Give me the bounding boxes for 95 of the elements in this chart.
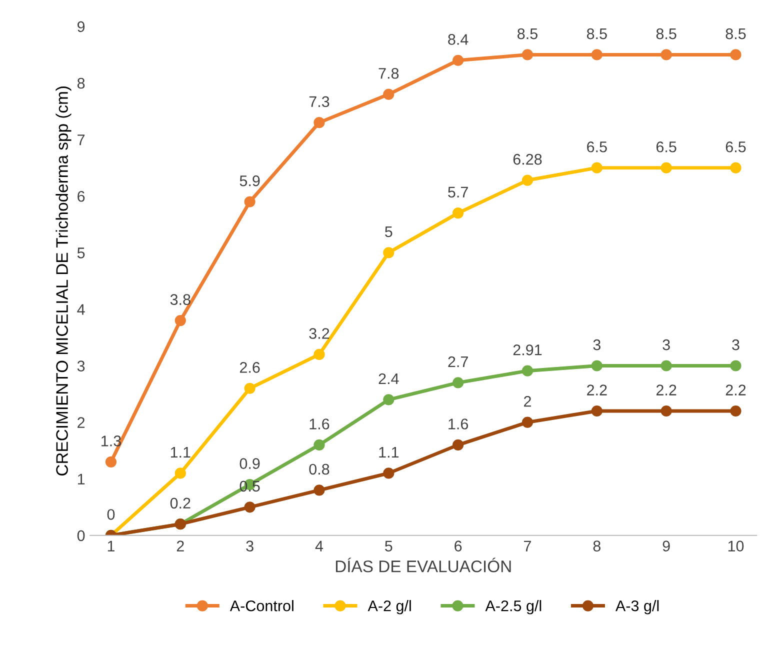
data-label: 8.5 [518, 28, 538, 40]
data-label: 3 [732, 339, 740, 350]
data-label: 2.91 [513, 344, 542, 356]
x-tick-label: 1 [108, 540, 114, 552]
x-tick-label: 8 [593, 540, 600, 552]
point [244, 196, 256, 208]
x-tick-label: 10 [728, 540, 744, 552]
x-tick-label: 3 [246, 540, 254, 552]
point [591, 49, 602, 60]
data-label: 2.2 [726, 384, 746, 396]
point [383, 468, 394, 479]
point [244, 502, 256, 513]
data-label: 6.28 [513, 154, 542, 165]
data-label: 3.2 [309, 328, 330, 339]
point [591, 405, 602, 417]
data-label: 8.5 [586, 28, 607, 40]
data-label: 3 [593, 339, 600, 350]
data-label: 8.4 [448, 34, 468, 45]
data-label: 6.5 [726, 141, 746, 152]
data-label: 7.8 [378, 68, 399, 79]
point [660, 405, 672, 417]
data-label: 2.7 [448, 356, 468, 368]
y-tick-label: 1 [78, 474, 85, 484]
y-tick-label: 2 [78, 417, 85, 428]
data-label: 1.6 [310, 418, 330, 430]
point [522, 365, 534, 376]
point [660, 162, 672, 174]
y-axis-title: CRECIMIENTO MICELIAL DE Trichoderma spp (cm) [56, 86, 72, 476]
point [522, 174, 534, 186]
x-tick-label: 6 [454, 540, 462, 552]
point [452, 377, 464, 388]
point [730, 49, 742, 60]
legend-label: A-2 g/l [368, 600, 411, 614]
y-tick-label: 0 [77, 530, 85, 542]
point [314, 348, 325, 360]
data-label: 8.5 [656, 28, 676, 40]
data-label: 2.2 [587, 384, 607, 396]
data-label: 0.2 [170, 498, 190, 509]
point [314, 439, 325, 450]
x-tick-label: 9 [662, 540, 670, 552]
point [730, 405, 742, 417]
y-tick-label: 9 [78, 21, 85, 32]
data-label: 5.7 [448, 186, 468, 198]
point [660, 360, 672, 372]
point [591, 162, 602, 174]
point [314, 117, 325, 128]
point [452, 208, 464, 219]
legend-label: A-2.5 g/l [485, 600, 542, 614]
point [383, 247, 394, 258]
y-tick-label: 6 [78, 190, 85, 202]
point [452, 54, 464, 66]
data-label: 6.5 [656, 141, 676, 152]
data-label: 1.6 [448, 418, 468, 430]
data-label: 1.1 [170, 447, 190, 458]
data-label: 5.9 [240, 175, 260, 186]
data-label: 1.1 [379, 447, 399, 458]
point [730, 162, 742, 174]
point [522, 416, 534, 428]
point [174, 314, 186, 326]
legend-label: A-3 g/l [615, 600, 659, 614]
data-label: 6.5 [587, 141, 607, 152]
point [174, 468, 186, 479]
legend-label: A-Control [230, 600, 294, 612]
data-label: 0 [107, 509, 115, 520]
point [660, 49, 672, 60]
data-label: 3 [662, 339, 670, 350]
point [522, 49, 534, 60]
point [383, 394, 394, 406]
y-tick-label: 7 [78, 134, 85, 146]
data-label: 7.3 [309, 96, 330, 108]
data-label: 0.8 [309, 464, 330, 475]
point [244, 382, 256, 394]
data-label: 0.9 [240, 458, 260, 469]
point [105, 456, 117, 468]
y-tick-label: 3 [77, 360, 85, 372]
y-tick-label: 8 [77, 78, 85, 89]
point [452, 439, 464, 450]
point [591, 360, 602, 372]
data-label: 2 [524, 396, 531, 407]
y-tick-label: 5 [77, 248, 85, 258]
point [314, 484, 325, 496]
point [730, 360, 742, 372]
x-axis-title: DÍAS DE EVALUACIÓN [336, 558, 511, 572]
data-label: 2.2 [656, 384, 676, 396]
point [383, 88, 394, 100]
x-tick-label: 7 [524, 540, 531, 552]
x-tick-label: 2 [176, 540, 184, 552]
y-tick-label: 4 [77, 304, 85, 315]
data-label: 5 [385, 226, 392, 238]
x-tick-label: 4 [315, 540, 324, 552]
data-label: 8.5 [726, 28, 746, 40]
x-tick-label: 5 [385, 540, 392, 552]
data-label: 2.6 [240, 362, 260, 373]
data-label: 3.8 [170, 294, 190, 305]
data-label: 2.4 [378, 373, 399, 384]
